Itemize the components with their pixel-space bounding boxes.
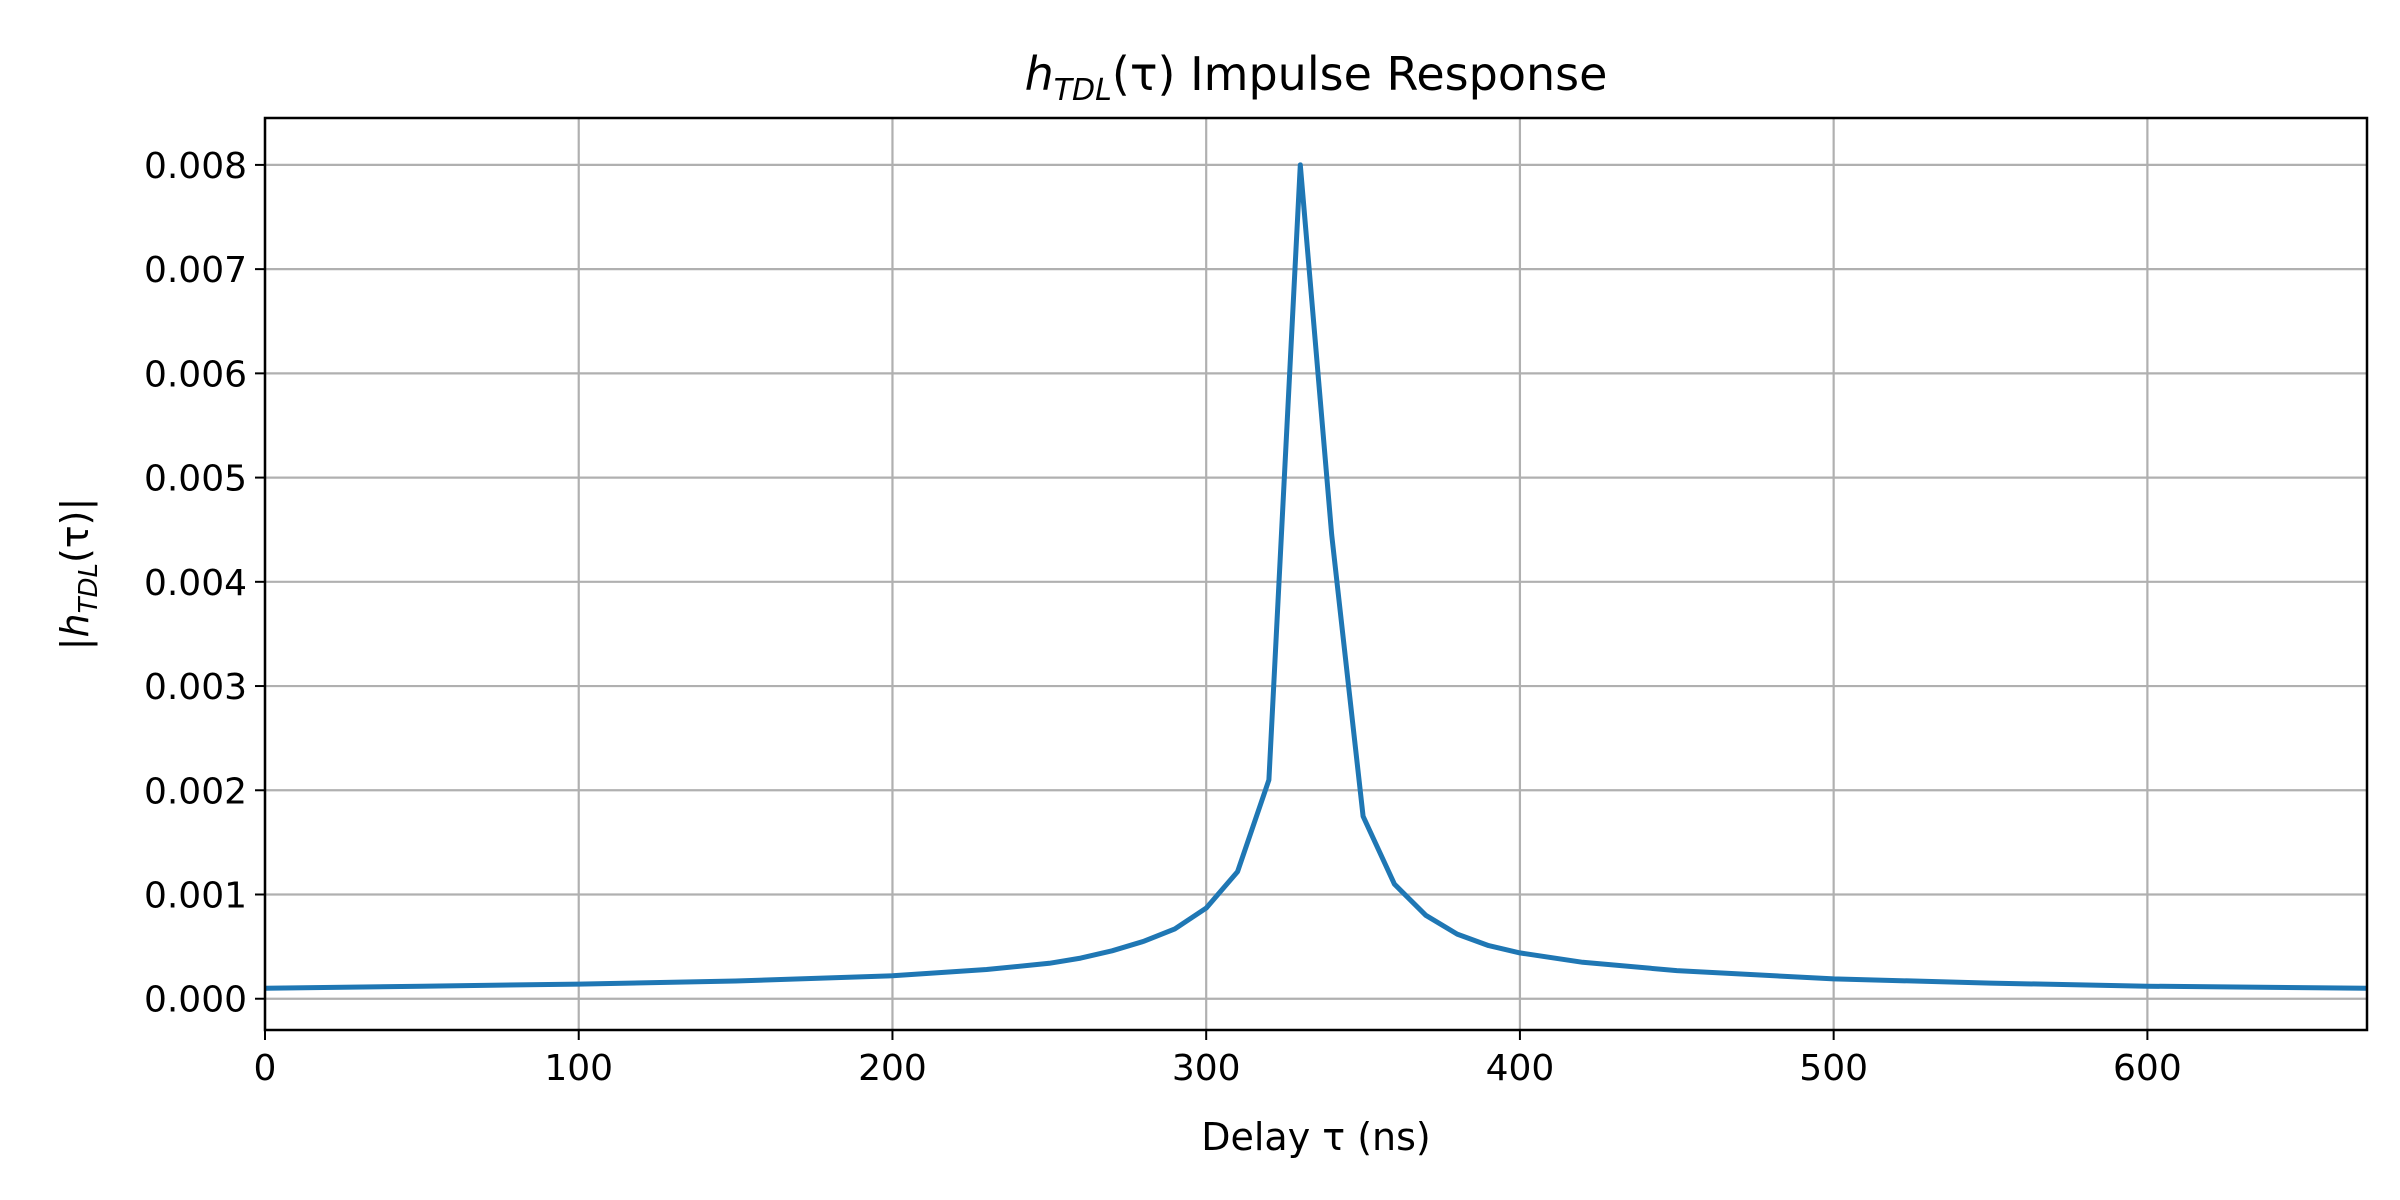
y-tick-label: 0.008 bbox=[144, 146, 247, 187]
series-layer bbox=[264, 162, 2368, 991]
x-tick-label: 200 bbox=[858, 1048, 927, 1089]
y-tick-label: 0.003 bbox=[144, 667, 247, 708]
x-tick-label: 600 bbox=[2113, 1048, 2182, 1089]
impulse-response-line bbox=[264, 162, 2368, 991]
x-tick-label: 100 bbox=[544, 1048, 613, 1089]
y-tick-label: 0.006 bbox=[144, 354, 247, 395]
y-tick-label: 0.005 bbox=[144, 459, 247, 500]
x-tick-label: 400 bbox=[1486, 1048, 1555, 1089]
y-axis-label: |hTDL(τ)| bbox=[53, 498, 104, 651]
x-tick-label: 500 bbox=[1799, 1048, 1868, 1089]
y-tick-label: 0.000 bbox=[144, 980, 247, 1021]
chart-title: hTDL(τ) Impulse Response bbox=[1025, 47, 1608, 108]
ticks: 0 100 200 300 400 500 600 0.000 0.001 0.002 0.003 0… bbox=[144, 146, 2182, 1089]
y-tick-label: 0.004 bbox=[144, 563, 247, 604]
y-tick-label: 0.002 bbox=[144, 771, 247, 812]
x-axis-label: Delay τ (ns) bbox=[1201, 1115, 1431, 1159]
x-tick-label: 0 bbox=[254, 1048, 277, 1089]
y-tick-label: 0.007 bbox=[144, 250, 247, 291]
y-tick-label: 0.001 bbox=[144, 876, 247, 917]
x-tick-label: 300 bbox=[1172, 1048, 1241, 1089]
plot-frame bbox=[263, 116, 2369, 1032]
